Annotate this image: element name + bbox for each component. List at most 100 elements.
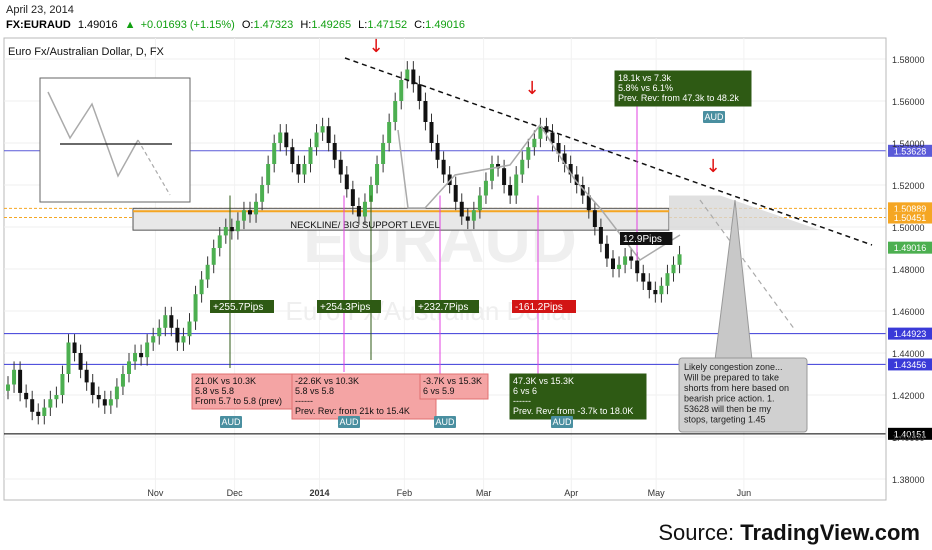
candle-up — [369, 185, 373, 202]
pip-label: +232.7Pips — [418, 302, 468, 313]
chart-title: Euro Fx/Australian Dollar, D, FX — [8, 46, 164, 58]
candle-down — [326, 126, 331, 143]
congestion-zone — [669, 195, 820, 231]
candle-up — [362, 201, 367, 217]
candle-up — [477, 195, 482, 211]
candle-down — [435, 143, 440, 160]
candle-up — [187, 321, 192, 337]
candle-up — [211, 248, 216, 265]
price-level-label: 1.44923 — [894, 329, 927, 339]
candle-up — [223, 227, 228, 236]
pip-label-box — [210, 300, 274, 313]
price-level-label: 1.40151 — [894, 429, 927, 439]
candle-down — [550, 132, 555, 143]
candle-down — [423, 101, 428, 122]
candle-down — [508, 185, 513, 196]
x-axis: Nov Dec 2014 Feb Mar Apr May Jun — [147, 488, 751, 498]
open-label: O: — [241, 19, 254, 31]
x-tick-label: Jun — [737, 488, 752, 498]
candle-down — [84, 369, 89, 383]
news-note-line: 5.8 vs 5.8 — [195, 386, 234, 396]
callout-box — [678, 357, 808, 433]
candle-up — [6, 384, 10, 391]
candle-up — [266, 164, 271, 185]
source-brand: TradingView.com — [740, 520, 920, 545]
low-label: L: — [358, 19, 368, 31]
candle-down — [24, 392, 29, 400]
y-tick-label: 1.42000 — [892, 391, 925, 401]
symbol-name[interactable]: FX:EURAUD — [6, 19, 71, 31]
change-value: +0.01693 (+1.15%) — [140, 19, 235, 31]
candle-up — [526, 147, 531, 160]
source-prefix: Source: — [658, 520, 741, 545]
candle-down — [459, 201, 464, 217]
price-level-badge — [888, 211, 932, 224]
drawings: ↓ ↓ ↓ — [39, 36, 873, 375]
price-level-label: 1.50451 — [894, 213, 927, 223]
candle-up — [254, 201, 259, 215]
candle-down — [18, 369, 23, 393]
candle-down — [647, 281, 652, 290]
open-value: 1.47323 — [253, 19, 294, 31]
aud-badge-label: AUD — [552, 417, 572, 427]
candle-down — [411, 69, 416, 85]
candle-up — [308, 147, 313, 164]
y-tick-label: 1.52000 — [892, 181, 925, 191]
candle-up — [387, 122, 392, 143]
aud-badge-label: AUD — [435, 417, 455, 427]
candle-down — [562, 153, 567, 164]
candle-down — [496, 164, 501, 169]
x-tick-label: Feb — [397, 488, 413, 498]
candle-down — [139, 353, 144, 358]
news-note-line: -22.6K vs 10.3K — [295, 376, 359, 386]
inset-pattern-line — [47, 91, 139, 178]
candle-down — [453, 185, 458, 202]
candle-down — [78, 353, 83, 370]
news-note-line: ------ — [513, 396, 531, 406]
candle-up — [42, 407, 47, 416]
candle-up — [193, 294, 198, 322]
candle-up — [659, 285, 664, 295]
high-label: H: — [300, 19, 312, 31]
x-tick-label: Apr — [564, 488, 578, 498]
candle-up — [375, 164, 380, 185]
candle-up — [302, 164, 307, 175]
close-label: C: — [414, 19, 426, 31]
candle-up — [66, 342, 71, 374]
news-note-box — [291, 373, 437, 420]
y-tick-label: 1.58000 — [892, 55, 925, 65]
red-down-arrow-icon: ↓ — [524, 78, 539, 99]
price-level-badge — [888, 202, 932, 215]
candle-up — [405, 69, 410, 80]
candle-up — [205, 264, 210, 280]
y-tick-label: 1.46000 — [892, 307, 925, 317]
news-note-box — [509, 373, 647, 420]
y-tick-label: 1.44000 — [892, 349, 925, 359]
aud-badge — [551, 416, 573, 428]
candle-down — [465, 216, 470, 221]
candle-up — [60, 374, 65, 395]
candle-up — [399, 80, 404, 101]
candle-up — [199, 279, 204, 295]
candle-down — [653, 290, 658, 295]
candle-down — [611, 258, 615, 269]
candle-up — [241, 210, 246, 221]
candle-up — [114, 386, 119, 400]
news-note-line: 18.1k vs 7.3k — [618, 73, 672, 83]
high-value: 1.49265 — [311, 19, 352, 31]
news-note-line: 6 vs 6 — [513, 386, 537, 396]
candle-up — [617, 264, 622, 269]
candle-down — [556, 143, 561, 154]
aud-badge-label: AUD — [221, 417, 241, 427]
candle-down — [344, 174, 349, 190]
candle-down — [417, 84, 422, 101]
candle-down — [175, 327, 180, 343]
x-tick-label: May — [648, 488, 666, 498]
candle-up — [278, 132, 283, 143]
candle-up — [181, 336, 186, 343]
pip-label-box — [512, 300, 576, 313]
candle-up — [514, 174, 519, 196]
news-note-line: Prev. Rev: from 21k to 15.4K — [295, 406, 410, 416]
candle-up — [151, 336, 156, 343]
